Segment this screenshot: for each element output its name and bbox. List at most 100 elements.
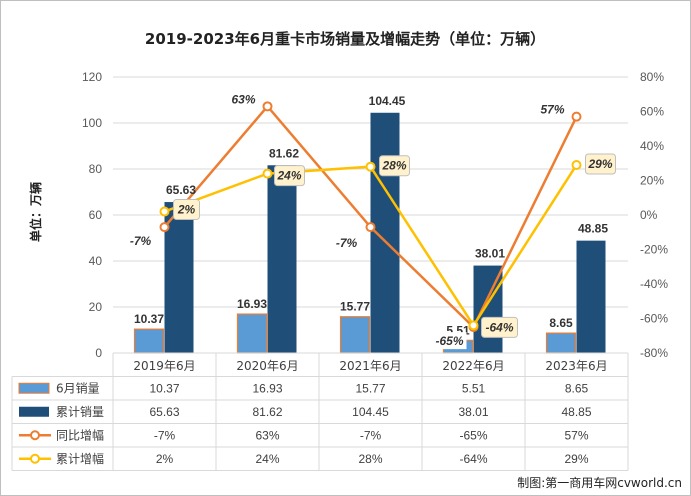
y-tick-label: 40 bbox=[89, 254, 103, 268]
y-axis-right: -80% -60% -40% -20% 0% 20% 40% 60% 80% bbox=[640, 70, 668, 360]
y-axis-label: 单位：万辆 bbox=[28, 182, 43, 242]
table-cell: 57% bbox=[564, 428, 588, 442]
cumulative-label: 28% bbox=[381, 159, 406, 173]
y-tick-label: 20 bbox=[89, 300, 103, 314]
bar-monthly-sales bbox=[133, 328, 165, 354]
table-cell: 2% bbox=[156, 452, 174, 466]
bar-cumulative-sales bbox=[267, 165, 297, 353]
bar-monthly-sales bbox=[236, 313, 268, 354]
y2-tick-label: -40% bbox=[640, 277, 668, 291]
yoy-label-bg bbox=[226, 90, 261, 108]
cumulative-growth-point bbox=[159, 206, 170, 217]
legend-series-name: 累计销量 bbox=[56, 405, 104, 419]
y2-tick-label: 20% bbox=[640, 174, 664, 188]
table-cell: 28% bbox=[358, 452, 382, 466]
table-cell: 38.01 bbox=[458, 405, 488, 419]
bar-monthly-sales bbox=[339, 316, 371, 354]
y2-tick-label: -20% bbox=[640, 243, 668, 257]
y2-tick-label: 40% bbox=[640, 139, 664, 153]
yoy-label-bg bbox=[432, 332, 467, 350]
legend-swatch bbox=[18, 382, 50, 394]
y-tick-label: 80 bbox=[89, 162, 103, 176]
bar-label-cumulative: 104.45 bbox=[369, 94, 406, 108]
category-label: 2021年6月 bbox=[339, 359, 401, 373]
table-cell: -65% bbox=[459, 428, 487, 442]
cumulative-label-box bbox=[173, 199, 200, 221]
cumulative-growth-point bbox=[571, 159, 582, 170]
table-cell: 10.37 bbox=[149, 381, 179, 395]
table-cell: 48.85 bbox=[561, 405, 591, 419]
table-cell: 15.77 bbox=[355, 381, 385, 395]
bar-label-monthly: 15.77 bbox=[340, 300, 370, 314]
cumulative-label: 29% bbox=[587, 157, 612, 171]
y-tick-label: 60 bbox=[89, 208, 103, 222]
table-cell: -64% bbox=[459, 452, 487, 466]
y2-tick-label: -80% bbox=[640, 346, 668, 360]
table-cell: -7% bbox=[360, 428, 382, 442]
data-labels: 10.3765.6316.9381.6215.77104.455.5138.01… bbox=[123, 90, 616, 350]
category-label: 2020年6月 bbox=[236, 359, 298, 373]
cumulative-growth-point bbox=[262, 168, 273, 179]
yoy-point bbox=[571, 111, 582, 122]
bar-monthly-sales bbox=[545, 332, 577, 354]
chart-credit: 制图:第一商用车网cvworld.cn bbox=[517, 475, 682, 490]
bar-label-cumulative: 81.62 bbox=[269, 146, 299, 160]
bar-cumulative-sales bbox=[576, 240, 606, 353]
bar-label-monthly: 16.93 bbox=[237, 297, 267, 311]
yoy-label-bg bbox=[535, 100, 570, 118]
table-cell: 29% bbox=[564, 452, 588, 466]
y-tick-label: 120 bbox=[82, 70, 102, 84]
legend-series-name: 同比增幅 bbox=[56, 427, 104, 442]
yoy-label-bg bbox=[329, 234, 364, 252]
yoy-label: -7% bbox=[336, 236, 358, 250]
category-label: 2022年6月 bbox=[442, 359, 504, 373]
cumulative-label: 2% bbox=[177, 203, 196, 217]
yoy-point bbox=[159, 222, 170, 233]
table-cell: 5.51 bbox=[462, 381, 486, 395]
bar-label-cumulative: 65.63 bbox=[166, 183, 196, 197]
yoy-label: 63% bbox=[231, 92, 255, 106]
yoy-point bbox=[262, 101, 273, 112]
y-axis-left: 0 20 40 60 80 100 120 bbox=[82, 70, 102, 360]
bars bbox=[133, 112, 606, 354]
y2-tick-label: 60% bbox=[640, 105, 664, 119]
cumulative-label: -64% bbox=[485, 320, 513, 334]
cumulative-label-box bbox=[274, 165, 305, 187]
legend-series-name: 累计增幅 bbox=[56, 451, 104, 466]
y-tick-label: 0 bbox=[95, 346, 102, 360]
cumulative-label-box bbox=[379, 155, 410, 177]
yoy-label: -65% bbox=[435, 334, 463, 348]
y2-tick-label: -60% bbox=[640, 312, 668, 326]
cumulative-growth-point bbox=[468, 320, 479, 331]
table-cell: 16.93 bbox=[252, 381, 282, 395]
cumulative-label-box bbox=[481, 316, 518, 338]
table-cell: 81.62 bbox=[252, 405, 282, 419]
y2-tick-label: 80% bbox=[640, 70, 664, 84]
legend-marker bbox=[30, 430, 40, 441]
data-table: 2019年6月 2020年6月 2021年6月 2022年6月 2023年6月 6月销量 1… bbox=[11, 352, 629, 471]
table-cell: 65.63 bbox=[149, 405, 179, 419]
category-label: 2019年6月 bbox=[133, 359, 195, 373]
legend-series-name: 6月销量 bbox=[56, 381, 100, 395]
cumulative-growth-point bbox=[365, 161, 376, 172]
table-cell: 104.45 bbox=[352, 405, 389, 419]
legend-swatch bbox=[19, 406, 49, 417]
bar-label-cumulative: 38.01 bbox=[475, 247, 505, 261]
bar-label-monthly: 8.65 bbox=[549, 316, 573, 330]
table-cell: 24% bbox=[255, 452, 279, 466]
cumulative-label-box bbox=[585, 153, 616, 175]
yoy-point bbox=[365, 222, 376, 233]
chart-title: 2019-2023年6月重卡市场销量及增幅走势（单位：万辆） bbox=[145, 30, 545, 48]
table-cell: 63% bbox=[255, 428, 279, 442]
yoy-label-bg bbox=[123, 232, 158, 250]
cumulative-label: 24% bbox=[276, 169, 301, 183]
y-tick-label: 100 bbox=[82, 116, 102, 130]
yoy-label: 57% bbox=[540, 103, 564, 117]
y2-tick-label: 0% bbox=[640, 208, 658, 222]
table-cell: 8.65 bbox=[565, 381, 589, 395]
yoy-label: -7% bbox=[130, 234, 152, 248]
bar-label-monthly: 10.37 bbox=[134, 312, 164, 326]
legend-marker bbox=[30, 453, 40, 464]
bar-label-cumulative: 48.85 bbox=[578, 222, 608, 236]
